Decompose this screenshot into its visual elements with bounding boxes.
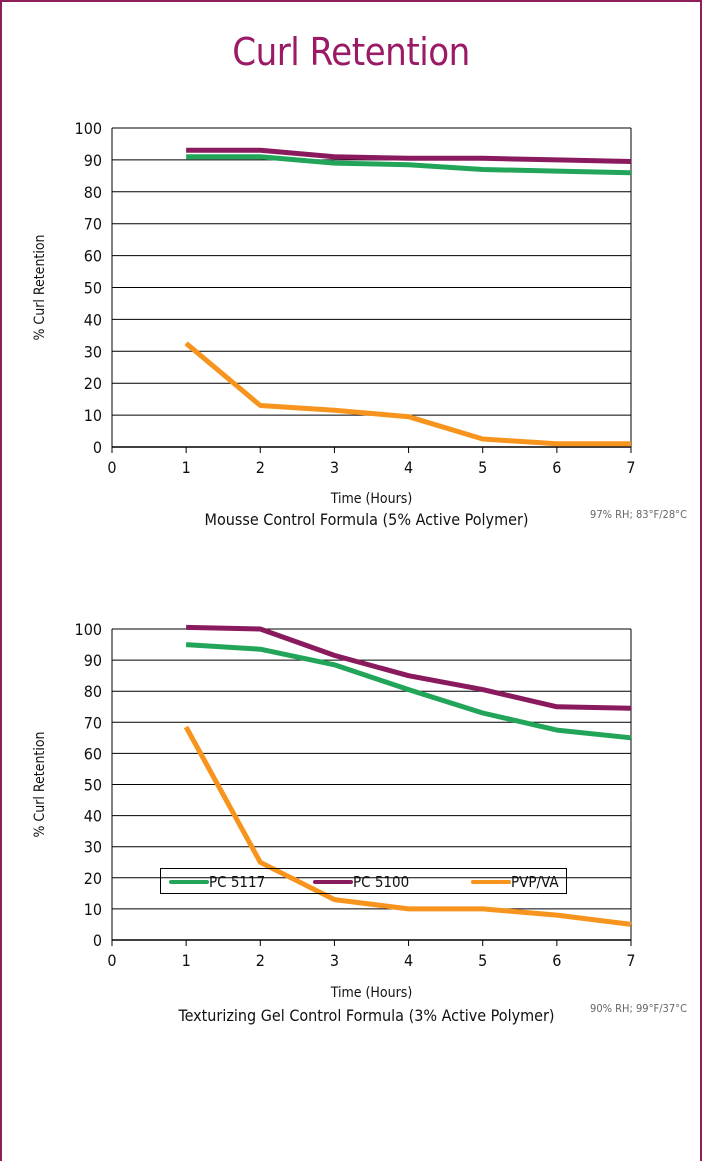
y-axis-label: % Curl Retention [32,731,48,837]
legend-label-pvpva: PVP/VA [511,873,559,891]
y-tick-label: 80 [84,682,102,701]
page-title: Curl Retention [232,30,470,74]
y-tick-label: 20 [84,869,102,888]
chart-title: Texturizing Gel Control Formula (3% Acti… [178,1006,555,1025]
y-tick-label: 50 [84,776,102,795]
y-tick-label: 30 [84,838,102,857]
y-tick-label: 90 [84,151,102,170]
legend-label-pc5100: PC 5100 [353,873,410,891]
y-axis-label: % Curl Retention [32,234,48,340]
legend-item-pc5117: PC 5117 [169,872,265,892]
series-line-pc5117 [186,154,632,176]
y-tick-label: 60 [84,247,102,266]
y-tick-label: 100 [75,620,102,639]
x-tick-label: 7 [626,951,635,970]
x-tick-label: 5 [478,458,487,477]
y-tick-label: 0 [93,438,102,457]
condition-note: 90% RH; 99°F/37°C [590,1002,687,1015]
y-tick-label: 30 [84,342,102,361]
y-tick-label: 90 [84,651,102,670]
y-tick-label: 70 [84,215,102,234]
x-tick-label: 4 [404,951,413,970]
x-tick-label: 6 [552,951,561,970]
x-tick-label: 0 [107,951,116,970]
x-tick-label: 1 [182,951,191,970]
y-tick-label: 40 [84,807,102,826]
x-tick-label: 4 [404,458,413,477]
x-tick-label: 5 [478,951,487,970]
x-tick-label: 1 [182,458,191,477]
y-tick-label: 0 [93,931,102,950]
x-tick-label: 3 [330,458,339,477]
y-tick-label: 10 [84,900,102,919]
y-tick-label: 10 [84,406,102,425]
x-tick-label: 2 [256,458,265,477]
series-line-pvpva [184,341,631,447]
x-tick-label: 3 [330,951,339,970]
legend-item-pc5100: PC 5100 [313,872,409,892]
x-axis-label: Time (Hours) [330,985,413,1001]
chart-mousse: 0 10 20 30 40 50 60 70 80 90 100 0 1 2 3 4 5 6 7 % Curl Ret… [32,119,687,529]
legend-label-pc5117: PC 5117 [209,873,266,891]
y-tick-label: 80 [84,183,102,202]
condition-note: 97% RH; 83°F/28°C [590,508,687,521]
y-tick-label: 40 [84,310,102,329]
x-tick-label: 0 [107,458,116,477]
series-line-pvpva [183,725,632,927]
series-line-pc5100 [186,624,632,711]
legend-swatch-pc5100 [313,880,353,884]
legend: PC 5117 PC 5100 PVP/VA [160,868,567,894]
x-tick-label: 6 [552,458,561,477]
chart-texturizing-gel: 0 10 20 30 40 50 60 70 80 90 100 0 1 2 3 4 5 6 7 % Curl Ret… [32,620,687,1025]
series-line-pc5117 [185,642,632,741]
y-tick-label: 100 [75,119,102,138]
x-tick-label: 2 [256,951,265,970]
y-tick-label: 20 [84,374,102,393]
legend-swatch-pc5117 [169,880,209,884]
chart-title: Mousse Control Formula (5% Active Polyme… [205,510,529,529]
y-tick-label: 70 [84,713,102,732]
x-axis-label: Time (Hours) [330,491,413,507]
x-tick-label: 7 [626,458,635,477]
y-tick-label: 50 [84,279,102,298]
legend-item-pvpva: PVP/VA [471,872,559,892]
series-line-pc5100 [186,147,632,164]
legend-swatch-pvpva [471,880,511,884]
y-tick-label: 60 [84,744,102,763]
